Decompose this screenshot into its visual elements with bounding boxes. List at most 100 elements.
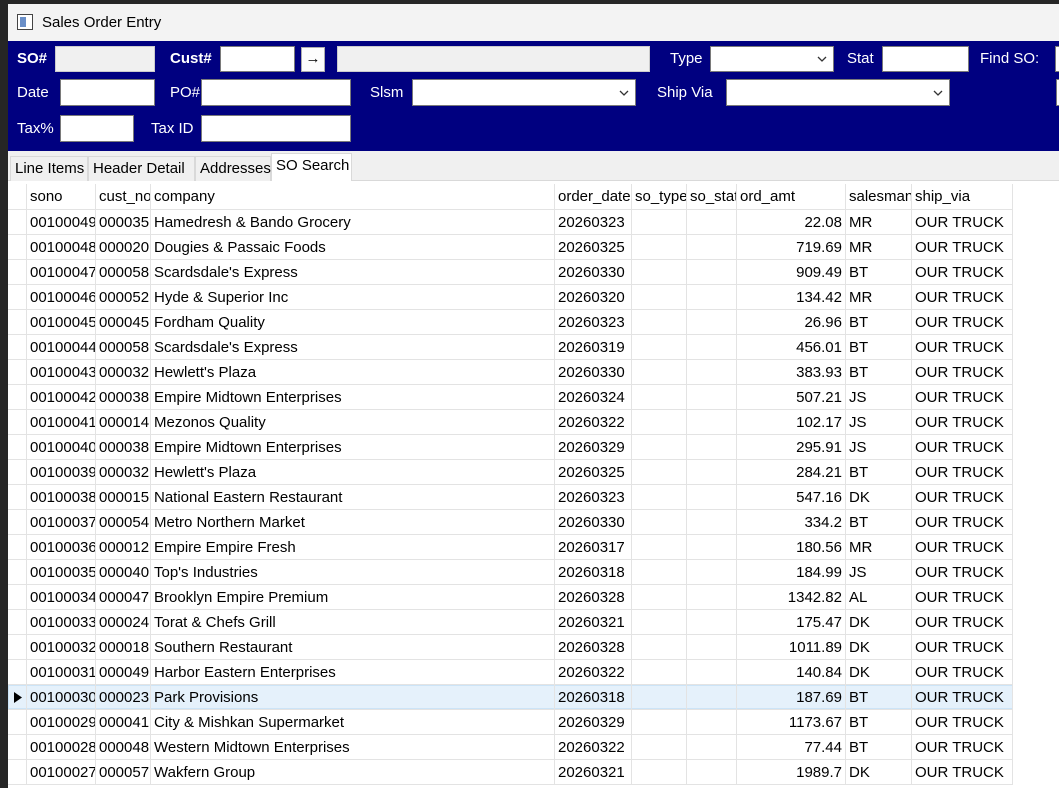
grid-cell[interactable] <box>632 685 687 710</box>
grid-cell[interactable] <box>687 460 737 485</box>
grid-cell[interactable]: Park Provisions <box>151 685 555 710</box>
column-header[interactable]: company <box>151 184 555 210</box>
grid-cell[interactable]: 00100048 <box>27 235 96 260</box>
lookup-button[interactable]: → <box>301 47 325 72</box>
grid-cell[interactable]: 00100027 <box>27 760 96 785</box>
grid-cell[interactable]: 000057 <box>96 760 151 785</box>
grid-cell[interactable]: OUR TRUCK <box>912 310 1013 335</box>
grid-cell[interactable]: Scardsdale's Express <box>151 260 555 285</box>
grid-cell[interactable] <box>632 335 687 360</box>
grid-cell[interactable]: 00100030 <box>27 685 96 710</box>
grid-cell[interactable]: BT <box>846 260 912 285</box>
grid-cell[interactable] <box>687 635 737 660</box>
grid-cell[interactable]: Fordham Quality <box>151 310 555 335</box>
grid-cell[interactable]: Western Midtown Enterprises <box>151 735 555 760</box>
grid-cell[interactable]: 383.93 <box>737 360 846 385</box>
grid-cell[interactable]: 00100039 <box>27 460 96 485</box>
grid-cell[interactable] <box>687 435 737 460</box>
grid-cell[interactable]: OUR TRUCK <box>912 735 1013 760</box>
row-header[interactable] <box>8 610 27 635</box>
grid-cell[interactable]: 000038 <box>96 435 151 460</box>
grid-cell[interactable]: 20260317 <box>555 535 632 560</box>
grid-cell[interactable]: OUR TRUCK <box>912 710 1013 735</box>
column-header[interactable]: salesman <box>846 184 912 210</box>
grid-cell[interactable]: MR <box>846 210 912 235</box>
grid-cell[interactable]: 175.47 <box>737 610 846 635</box>
grid-cell[interactable]: 00100033 <box>27 610 96 635</box>
grid-cell[interactable]: Mezonos Quality <box>151 410 555 435</box>
grid-cell[interactable]: 00100036 <box>27 535 96 560</box>
grid-cell[interactable]: 000015 <box>96 485 151 510</box>
grid-cell[interactable]: 20260330 <box>555 260 632 285</box>
grid-cell[interactable]: DK <box>846 760 912 785</box>
column-header[interactable]: order_date <box>555 184 632 210</box>
grid-cell[interactable]: 000032 <box>96 360 151 385</box>
grid-cell[interactable]: 26.96 <box>737 310 846 335</box>
grid-cell[interactable] <box>632 385 687 410</box>
grid-cell[interactable]: 102.17 <box>737 410 846 435</box>
grid-cell[interactable]: 00100043 <box>27 360 96 385</box>
grid-cell[interactable]: 1342.82 <box>737 585 846 610</box>
grid-cell[interactable]: 00100045 <box>27 310 96 335</box>
grid-cell[interactable]: Top's Industries <box>151 560 555 585</box>
grid-cell[interactable]: OUR TRUCK <box>912 635 1013 660</box>
grid-cell[interactable]: JS <box>846 410 912 435</box>
grid-cell[interactable]: Torat & Chefs Grill <box>151 610 555 635</box>
grid-cell[interactable]: 000052 <box>96 285 151 310</box>
grid-cell[interactable]: 20260329 <box>555 710 632 735</box>
grid-cell[interactable]: 187.69 <box>737 685 846 710</box>
text-input[interactable] <box>1055 46 1059 72</box>
grid-cell[interactable]: Empire Midtown Enterprises <box>151 385 555 410</box>
grid-cell[interactable]: 00100040 <box>27 435 96 460</box>
grid-cell[interactable]: 00100035 <box>27 560 96 585</box>
text-input[interactable] <box>882 46 969 72</box>
grid-cell[interactable]: 20260329 <box>555 435 632 460</box>
grid-cell[interactable] <box>632 710 687 735</box>
grid-cell[interactable]: National Eastern Restaurant <box>151 485 555 510</box>
grid-cell[interactable]: MR <box>846 285 912 310</box>
grid-cell[interactable] <box>687 310 737 335</box>
grid-cell[interactable]: OUR TRUCK <box>912 285 1013 310</box>
row-header[interactable] <box>8 735 27 760</box>
grid-cell[interactable] <box>632 610 687 635</box>
grid-cell[interactable]: Southern Restaurant <box>151 635 555 660</box>
grid-cell[interactable] <box>632 660 687 685</box>
grid-cell[interactable]: OUR TRUCK <box>912 360 1013 385</box>
grid-cell[interactable]: OUR TRUCK <box>912 460 1013 485</box>
grid-cell[interactable] <box>632 410 687 435</box>
grid-cell[interactable]: MR <box>846 235 912 260</box>
grid-cell[interactable]: 000023 <box>96 685 151 710</box>
dropdown[interactable] <box>412 79 636 106</box>
grid-cell[interactable] <box>632 535 687 560</box>
grid-cell[interactable]: 000024 <box>96 610 151 635</box>
grid-cell[interactable]: 284.21 <box>737 460 846 485</box>
row-header[interactable] <box>8 760 27 785</box>
grid-cell[interactable]: 20260321 <box>555 610 632 635</box>
grid-cell[interactable]: 20260321 <box>555 760 632 785</box>
grid-cell[interactable]: 20260328 <box>555 585 632 610</box>
grid-cell[interactable]: 134.42 <box>737 285 846 310</box>
grid-cell[interactable] <box>632 260 687 285</box>
grid-cell[interactable]: 000018 <box>96 635 151 660</box>
tab[interactable]: Addresses <box>195 156 271 181</box>
grid-cell[interactable]: 334.2 <box>737 510 846 535</box>
grid-cell[interactable]: 000032 <box>96 460 151 485</box>
column-header[interactable]: so_type <box>632 184 687 210</box>
grid-cell[interactable]: 000045 <box>96 310 151 335</box>
text-input[interactable] <box>60 115 134 142</box>
grid-cell[interactable]: 20260323 <box>555 310 632 335</box>
grid-cell[interactable] <box>632 360 687 385</box>
row-header[interactable] <box>8 435 27 460</box>
grid-cell[interactable]: Harbor Eastern Enterprises <box>151 660 555 685</box>
grid-cell[interactable]: 00100028 <box>27 735 96 760</box>
grid-cell[interactable]: BT <box>846 335 912 360</box>
grid-cell[interactable]: OUR TRUCK <box>912 535 1013 560</box>
grid-cell[interactable] <box>632 560 687 585</box>
grid-cell[interactable]: Hyde & Superior Inc <box>151 285 555 310</box>
grid-cell[interactable]: 180.56 <box>737 535 846 560</box>
grid-cell[interactable] <box>687 485 737 510</box>
grid-cell[interactable]: JS <box>846 560 912 585</box>
grid-cell[interactable] <box>632 635 687 660</box>
grid-cell[interactable]: BT <box>846 310 912 335</box>
grid-cell[interactable] <box>687 335 737 360</box>
